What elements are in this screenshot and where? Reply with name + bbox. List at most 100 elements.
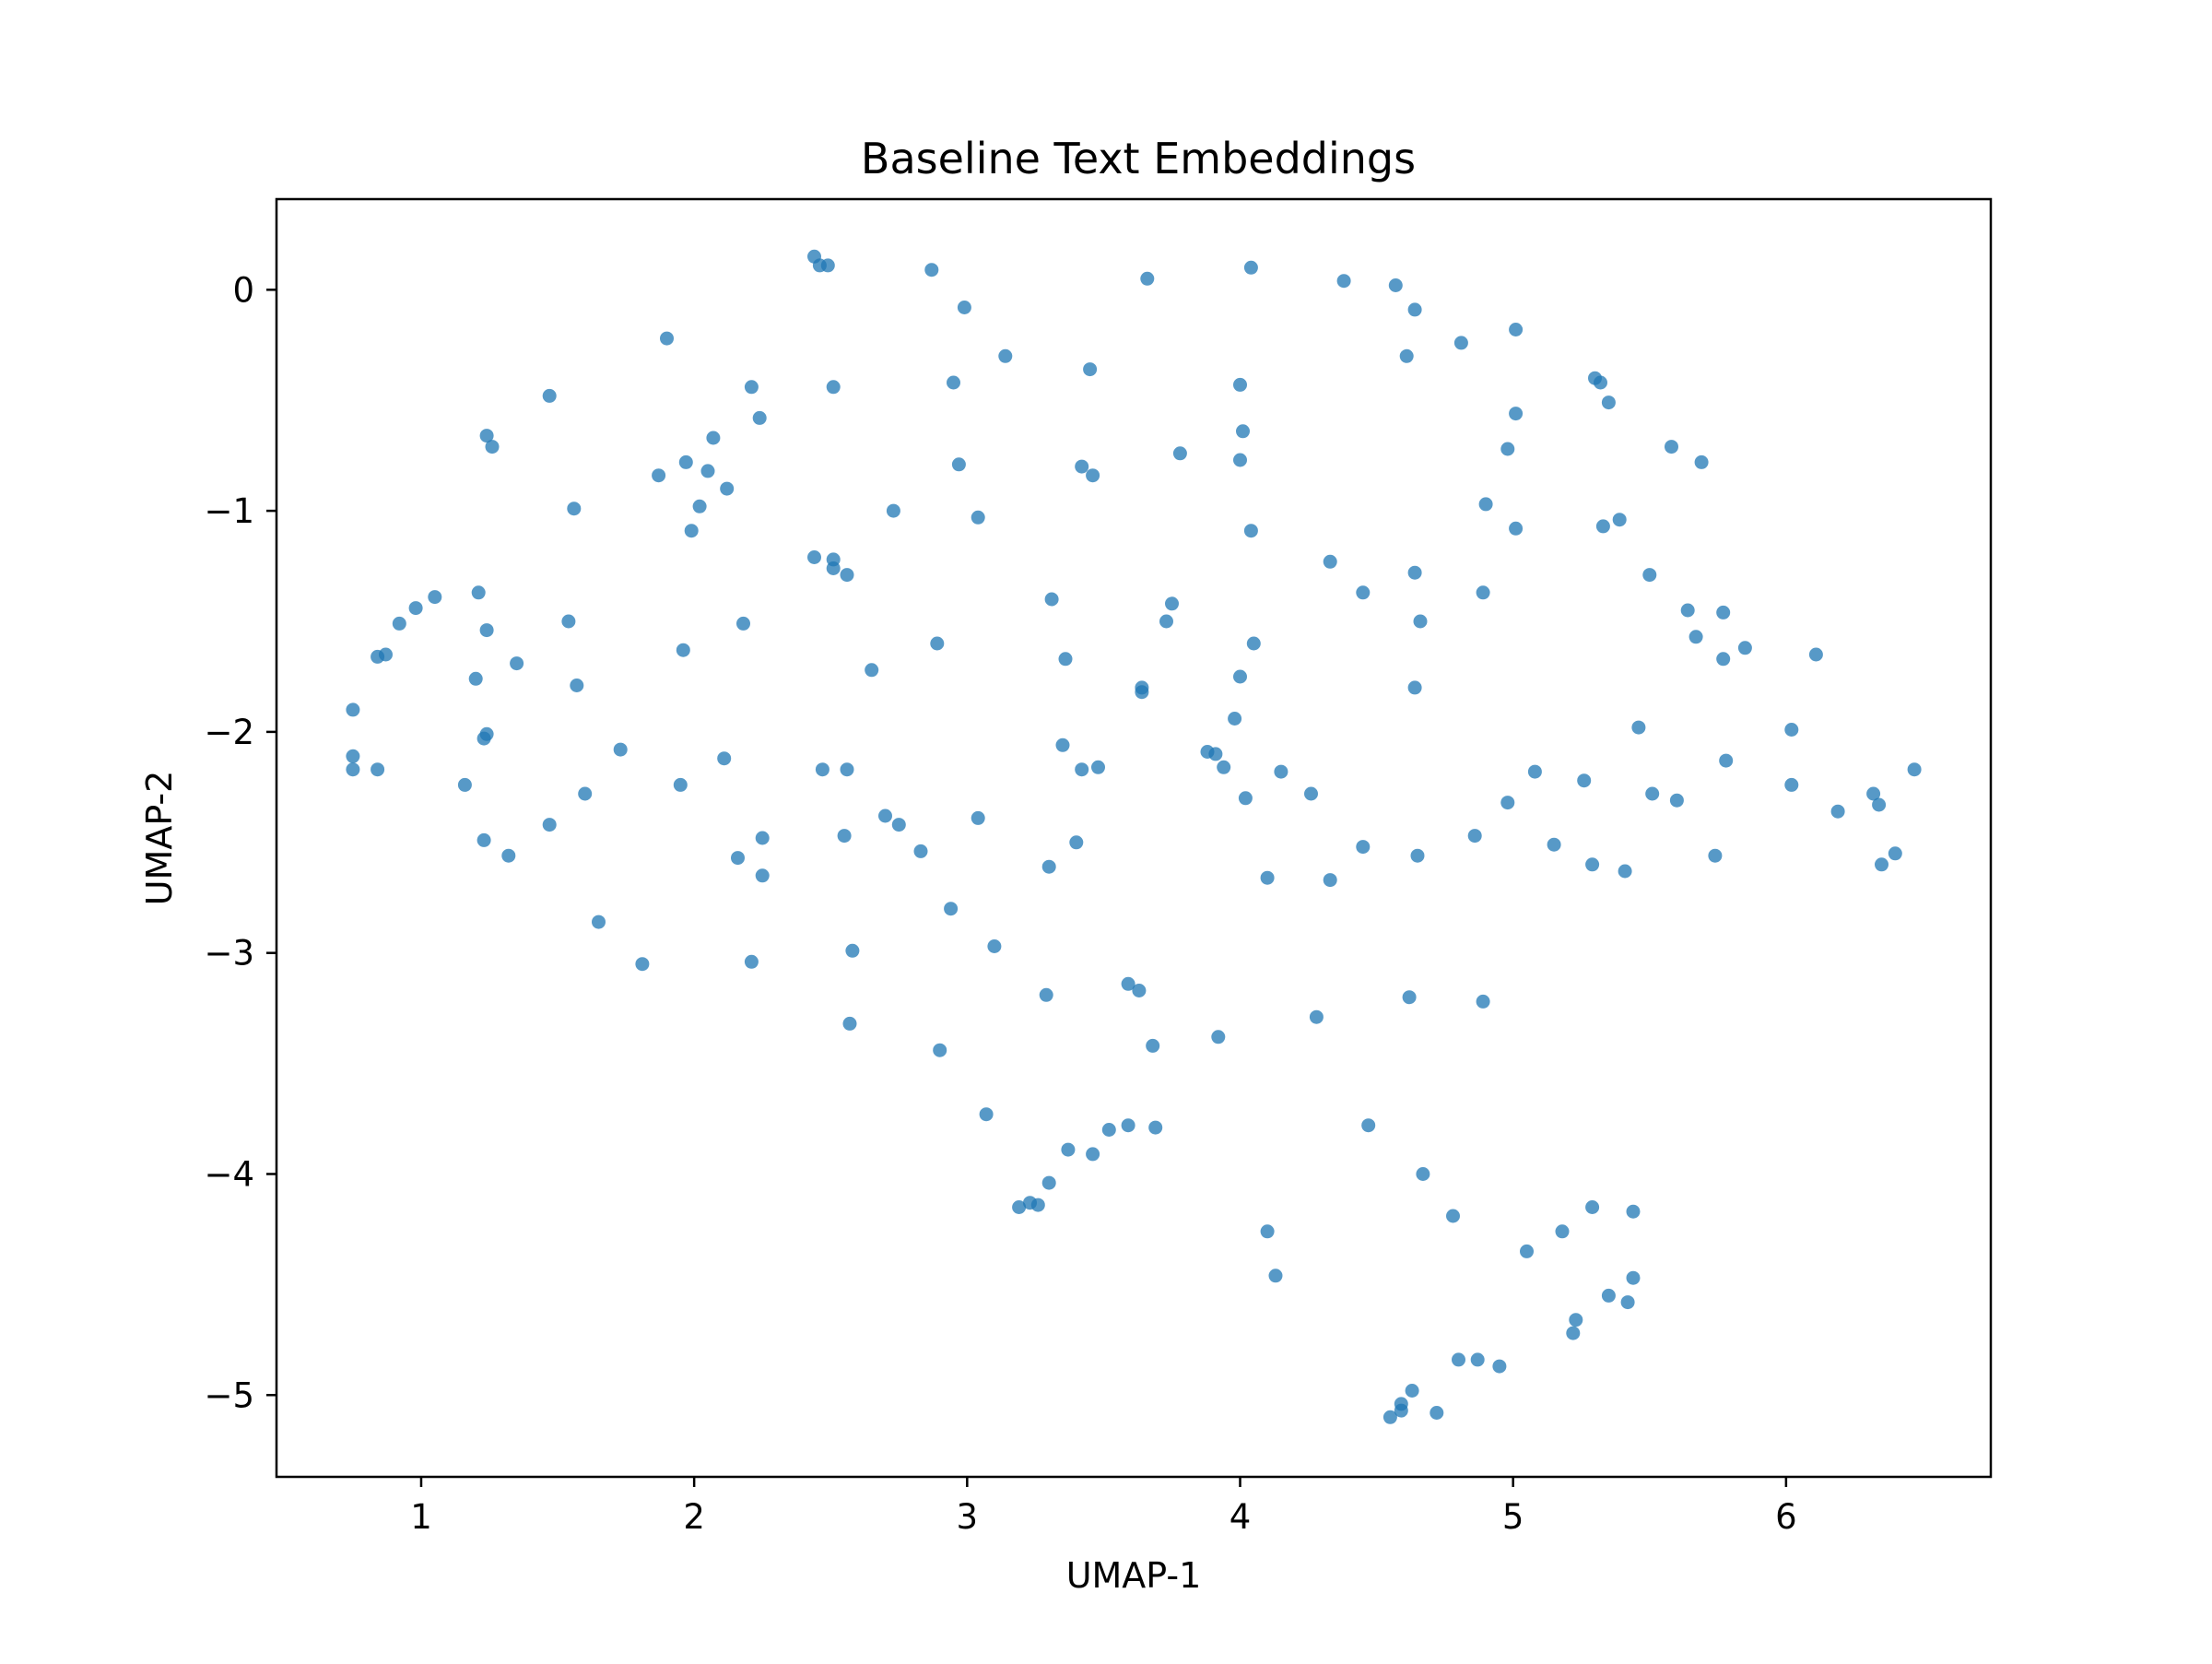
data-point (1620, 1295, 1635, 1310)
data-point (1492, 1359, 1507, 1374)
x-tick-label: 6 (1775, 1497, 1797, 1537)
data-point (1140, 271, 1155, 286)
data-point (1476, 585, 1490, 600)
data-point (1260, 870, 1275, 885)
data-point (1808, 647, 1823, 662)
data-point (570, 679, 584, 692)
data-point (1478, 497, 1493, 512)
data-point (477, 832, 491, 847)
data-point (1645, 786, 1660, 801)
data-point (1172, 446, 1187, 461)
data-point (1260, 1224, 1275, 1239)
data-point (1680, 603, 1695, 618)
data-point (1159, 614, 1173, 629)
data-point (1402, 990, 1417, 1005)
data-point (1452, 1352, 1465, 1367)
data-point (837, 829, 852, 844)
data-point (1410, 848, 1425, 863)
data-point (1527, 764, 1542, 779)
data-point (1907, 762, 1922, 777)
data-point (1566, 1326, 1581, 1340)
data-point (1509, 323, 1524, 336)
data-point (1121, 976, 1135, 991)
data-point (1642, 568, 1657, 583)
data-point (392, 616, 406, 631)
data-point (1323, 873, 1337, 888)
data-point (755, 868, 770, 883)
data-point (660, 331, 674, 346)
data-point (1500, 796, 1515, 810)
data-point (371, 762, 385, 777)
data-point (1626, 1270, 1641, 1285)
data-point (752, 410, 767, 425)
data-point (1083, 362, 1098, 377)
data-point (1012, 1200, 1027, 1214)
data-point (744, 954, 759, 969)
data-point (408, 601, 423, 616)
data-point (924, 263, 939, 277)
x-tick-label: 1 (410, 1497, 432, 1537)
data-point (1407, 565, 1422, 580)
data-point (1086, 468, 1100, 483)
data-point (457, 777, 472, 792)
data-point (951, 457, 966, 472)
data-point (1165, 596, 1179, 611)
data-point (842, 1016, 857, 1031)
data-point (971, 510, 985, 525)
data-point (592, 915, 606, 929)
data-point (826, 380, 841, 395)
data-point (878, 808, 892, 823)
data-point (1233, 669, 1247, 684)
data-point (1211, 1030, 1226, 1044)
data-point (471, 585, 486, 600)
data-point (1228, 712, 1242, 726)
data-point (1716, 652, 1731, 667)
data-point (477, 731, 491, 746)
data-point (998, 348, 1013, 363)
data-point (886, 503, 900, 518)
data-point (613, 742, 628, 757)
data-point (684, 524, 699, 538)
data-point (1407, 302, 1422, 317)
data-point (1304, 786, 1318, 801)
data-point (1030, 1198, 1045, 1212)
data-point (1453, 336, 1468, 350)
data-point (1476, 994, 1490, 1009)
data-point (736, 616, 750, 631)
data-point (1356, 585, 1371, 600)
data-point (1075, 762, 1089, 777)
chart-title: Baseline Text Embeddings (861, 134, 1416, 183)
data-point (700, 464, 715, 478)
data-point (1101, 1123, 1116, 1137)
data-point (428, 590, 442, 605)
data-point (1055, 738, 1070, 752)
data-point (1601, 395, 1616, 410)
data-point (567, 502, 582, 516)
data-point (971, 810, 985, 825)
data-point (673, 777, 688, 792)
data-point (720, 481, 735, 496)
x-tick-label: 5 (1502, 1497, 1524, 1537)
data-point (1233, 377, 1247, 392)
data-point (979, 1107, 994, 1122)
data-point (947, 375, 960, 390)
y-tick-label: −3 (204, 934, 254, 974)
data-point (1688, 630, 1703, 644)
data-point (731, 851, 745, 866)
data-point (561, 614, 576, 629)
data-point (678, 454, 693, 469)
y-axis: 0 −1 −2 −3 −4 −5 (204, 270, 276, 1415)
data-point (1323, 554, 1337, 569)
data-point (346, 762, 360, 777)
data-point (755, 831, 770, 845)
data-point (1058, 652, 1073, 667)
data-point (1041, 859, 1056, 874)
data-point (1888, 846, 1902, 861)
data-point (1399, 348, 1414, 363)
plot-area-frame (275, 197, 1993, 1479)
data-point (1148, 1120, 1163, 1135)
data-point (1577, 773, 1592, 788)
y-tick-label: −1 (204, 491, 254, 531)
data-point (1569, 1313, 1583, 1328)
data-point (1866, 786, 1881, 801)
